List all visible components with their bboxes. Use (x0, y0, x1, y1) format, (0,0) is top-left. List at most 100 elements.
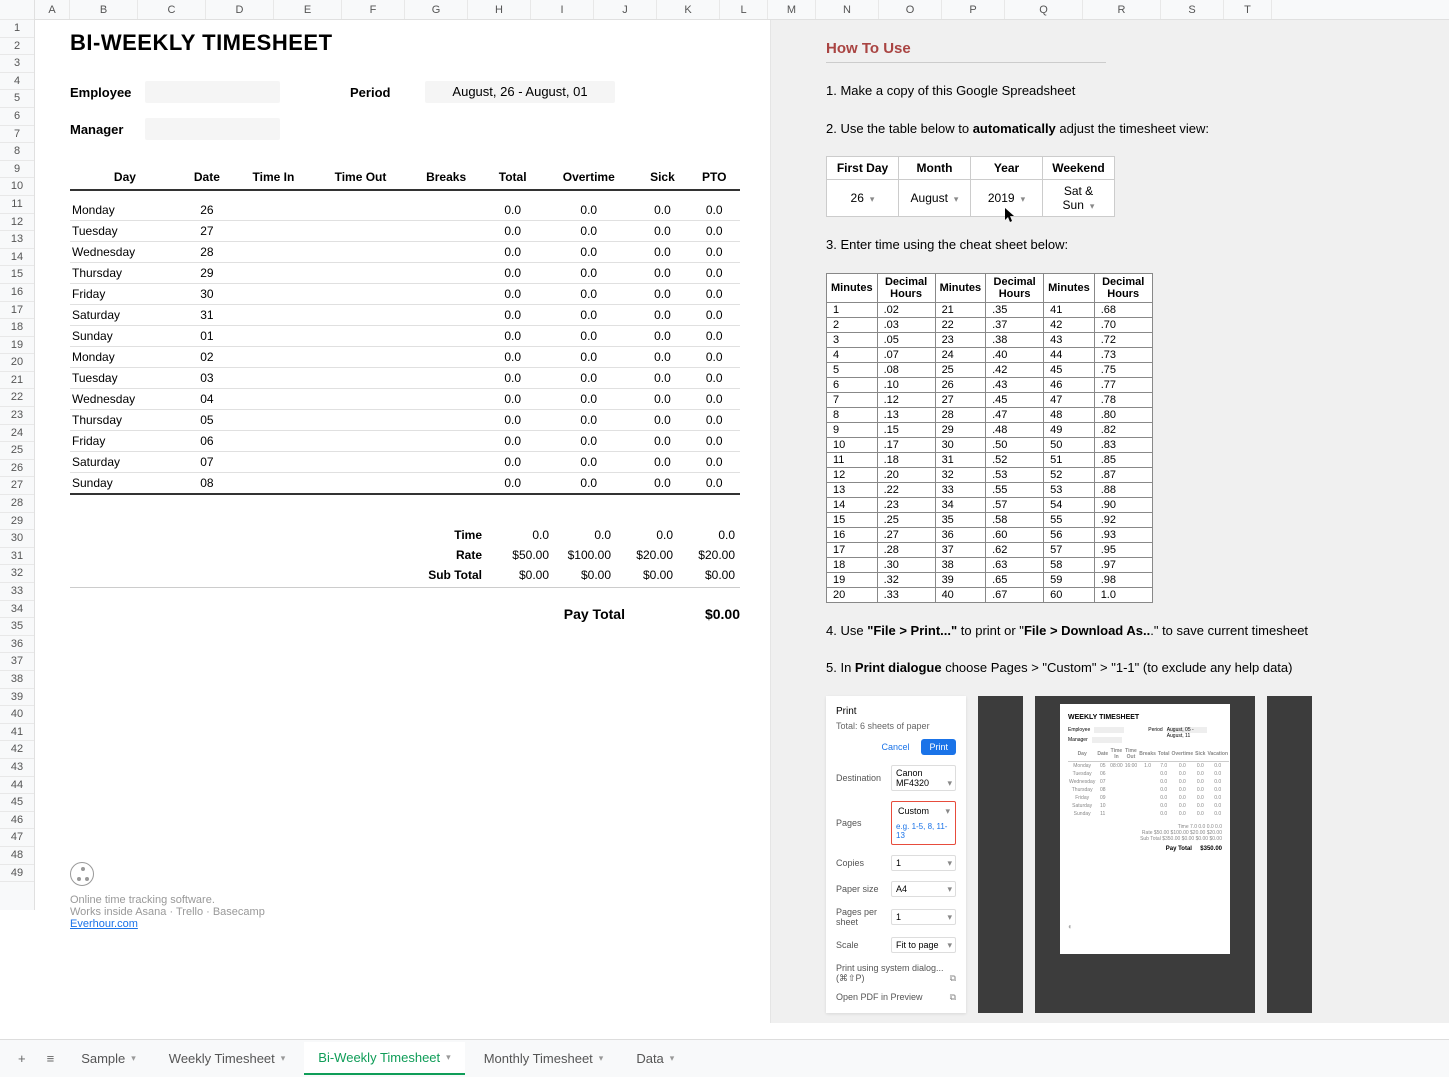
row-header[interactable]: 48 (0, 847, 34, 865)
row-header[interactable]: 31 (0, 548, 34, 566)
row-header[interactable]: 40 (0, 706, 34, 724)
row-header[interactable]: 12 (0, 214, 34, 232)
row-header[interactable]: 22 (0, 389, 34, 407)
paper-select[interactable]: A4 (891, 881, 956, 897)
pps-select[interactable]: 1 (891, 909, 956, 925)
timesheet-row[interactable]: Wednesday040.00.00.00.0 (70, 389, 740, 410)
destination-select[interactable]: Canon MF4320 (891, 765, 956, 791)
control-dropdown[interactable]: 2019 (971, 180, 1043, 217)
col-header[interactable]: S (1161, 0, 1224, 19)
row-header[interactable]: 43 (0, 759, 34, 777)
add-sheet-button[interactable]: + (10, 1051, 34, 1066)
row-header[interactable]: 21 (0, 372, 34, 390)
timesheet-row[interactable]: Saturday310.00.00.00.0 (70, 305, 740, 326)
control-dropdown[interactable]: 26 (827, 180, 899, 217)
col-header[interactable]: T (1224, 0, 1272, 19)
row-header[interactable]: 23 (0, 407, 34, 425)
timesheet-row[interactable]: Tuesday270.00.00.00.0 (70, 221, 740, 242)
row-header[interactable]: 2 (0, 38, 34, 56)
row-header[interactable]: 36 (0, 636, 34, 654)
manager-input[interactable] (145, 118, 280, 140)
col-header[interactable]: J (594, 0, 657, 19)
col-header[interactable]: B (70, 0, 138, 19)
tab-dropdown-icon[interactable]: ▾ (446, 1052, 451, 1063)
row-header[interactable]: 15 (0, 266, 34, 284)
scale-select[interactable]: Fit to page (891, 937, 956, 953)
row-header[interactable]: 33 (0, 583, 34, 601)
timesheet-row[interactable]: Wednesday280.00.00.00.0 (70, 242, 740, 263)
col-header[interactable]: C (138, 0, 206, 19)
employee-input[interactable] (145, 81, 280, 103)
row-header[interactable]: 29 (0, 513, 34, 531)
row-header[interactable]: 27 (0, 477, 34, 495)
timesheet-row[interactable]: Monday020.00.00.00.0 (70, 347, 740, 368)
row-header[interactable]: 6 (0, 108, 34, 126)
period-value[interactable]: August, 26 - August, 01 (425, 81, 615, 103)
col-header[interactable]: G (405, 0, 468, 19)
row-header[interactable]: 11 (0, 196, 34, 214)
pages-select[interactable]: Custom (894, 804, 953, 818)
col-header[interactable]: O (879, 0, 942, 19)
row-header[interactable]: 3 (0, 55, 34, 73)
sheet-tab[interactable]: Monthly Timesheet▾ (470, 1043, 618, 1074)
row-header[interactable]: 34 (0, 601, 34, 619)
row-header[interactable]: 5 (0, 90, 34, 108)
row-header[interactable]: 18 (0, 319, 34, 337)
row-header[interactable]: 19 (0, 337, 34, 355)
control-dropdown[interactable]: Sat & Sun (1043, 180, 1115, 217)
row-header[interactable]: 26 (0, 460, 34, 478)
row-header[interactable]: 24 (0, 425, 34, 443)
col-header[interactable]: P (942, 0, 1005, 19)
col-header[interactable]: L (720, 0, 768, 19)
col-header[interactable]: K (657, 0, 720, 19)
all-sheets-button[interactable]: ≡ (39, 1051, 63, 1066)
timesheet-row[interactable]: Monday260.00.00.00.0 (70, 200, 740, 221)
timesheet-row[interactable]: Thursday050.00.00.00.0 (70, 410, 740, 431)
col-header[interactable]: R (1083, 0, 1161, 19)
control-dropdown[interactable]: August (899, 180, 971, 217)
sheet-tab[interactable]: Sample▾ (67, 1043, 150, 1074)
row-header[interactable]: 30 (0, 530, 34, 548)
row-header[interactable]: 37 (0, 653, 34, 671)
timesheet-row[interactable]: Friday300.00.00.00.0 (70, 284, 740, 305)
everhour-link[interactable]: Everhour.com (70, 918, 138, 930)
row-header[interactable]: 46 (0, 812, 34, 830)
row-header[interactable]: 13 (0, 231, 34, 249)
row-header[interactable]: 7 (0, 126, 34, 144)
corner-cell[interactable] (0, 0, 34, 20)
row-header[interactable]: 9 (0, 161, 34, 179)
pages-input[interactable]: e.g. 1-5, 8, 11-13 (894, 820, 953, 842)
tab-dropdown-icon[interactable]: ▾ (281, 1053, 286, 1064)
row-header[interactable]: 14 (0, 249, 34, 267)
row-header[interactable]: 47 (0, 829, 34, 847)
col-header[interactable]: F (342, 0, 405, 19)
timesheet-row[interactable]: Saturday070.00.00.00.0 (70, 452, 740, 473)
row-header[interactable]: 1 (0, 20, 34, 38)
row-header[interactable]: 41 (0, 724, 34, 742)
print-button[interactable]: Print (921, 739, 956, 755)
row-header[interactable]: 8 (0, 143, 34, 161)
row-header[interactable]: 39 (0, 689, 34, 707)
sheet-tab[interactable]: Bi-Weekly Timesheet▾ (304, 1042, 464, 1075)
col-header[interactable]: M (768, 0, 816, 19)
row-header[interactable]: 16 (0, 284, 34, 302)
row-header[interactable]: 45 (0, 794, 34, 812)
timesheet-row[interactable]: Friday060.00.00.00.0 (70, 431, 740, 452)
row-header[interactable]: 20 (0, 354, 34, 372)
row-header[interactable]: 44 (0, 777, 34, 795)
tab-dropdown-icon[interactable]: ▾ (670, 1053, 675, 1064)
tab-dropdown-icon[interactable]: ▾ (131, 1053, 136, 1064)
sheet-tab[interactable]: Data▾ (622, 1043, 688, 1074)
col-header[interactable]: D (206, 0, 274, 19)
col-header[interactable]: E (274, 0, 342, 19)
timesheet-row[interactable]: Sunday080.00.00.00.0 (70, 473, 740, 495)
cancel-button[interactable]: Cancel (873, 739, 917, 755)
timesheet-row[interactable]: Sunday010.00.00.00.0 (70, 326, 740, 347)
row-header[interactable]: 25 (0, 442, 34, 460)
tab-dropdown-icon[interactable]: ▾ (599, 1053, 604, 1064)
copies-select[interactable]: 1 (891, 855, 956, 871)
row-header[interactable]: 17 (0, 302, 34, 320)
col-header[interactable]: Q (1005, 0, 1083, 19)
row-header[interactable]: 49 (0, 865, 34, 883)
col-header[interactable]: N (816, 0, 879, 19)
